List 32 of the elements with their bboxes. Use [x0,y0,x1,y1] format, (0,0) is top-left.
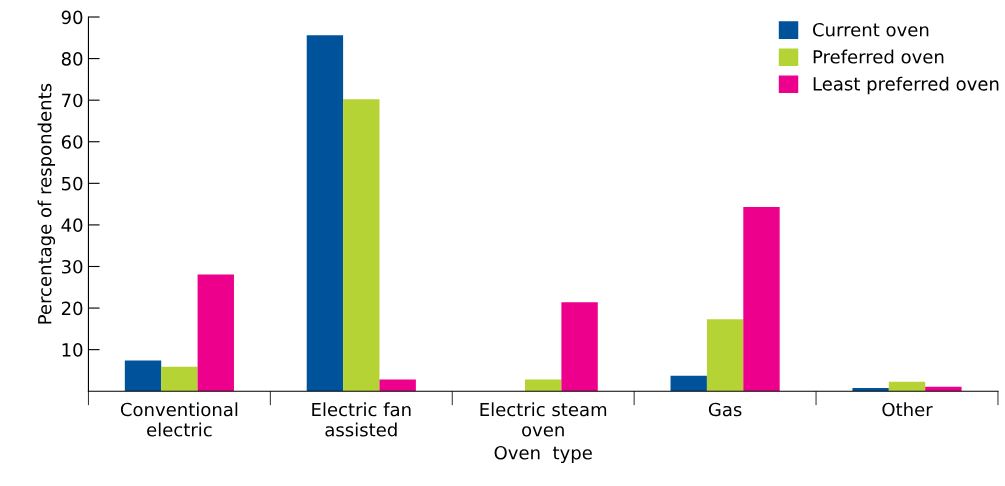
y-tick-label: 20 [61,301,83,316]
bar [743,207,780,392]
legend-label: Least preferred oven [813,76,999,95]
y-tick-label: 10 [62,343,83,357]
x-tick-label: Conventional electric [120,402,238,437]
bar [561,302,598,392]
x-tick-label: Electric steam oven [480,402,607,437]
bar [197,274,234,392]
x-axis-title: Oven type [494,445,592,464]
x-tick-label: Electric fan assisted [312,402,411,437]
bar [852,387,889,392]
y-axis-title: Percentage of respondents [37,83,56,324]
legend-label: Current oven [813,22,929,37]
y-tick-label: 50 [62,176,83,191]
bar [888,381,926,392]
bar [670,375,707,392]
bar [706,319,744,392]
bar [379,379,416,392]
bar [161,366,198,392]
y-tick-label: 90 [61,10,83,25]
bar [124,360,162,392]
bar [343,99,380,392]
y-tick-label: 40 [61,218,83,233]
y-tick-label: 30 [61,259,83,274]
bar [306,35,344,392]
y-tick-label: 60 [61,135,83,149]
y-tick-label: 80 [61,52,83,66]
bar [525,379,562,392]
x-tick-label: Other [882,402,933,417]
legend-label: Preferred oven [813,49,944,64]
x-tick-label: Gas [708,402,742,417]
y-tick-label: 70 [62,93,83,108]
